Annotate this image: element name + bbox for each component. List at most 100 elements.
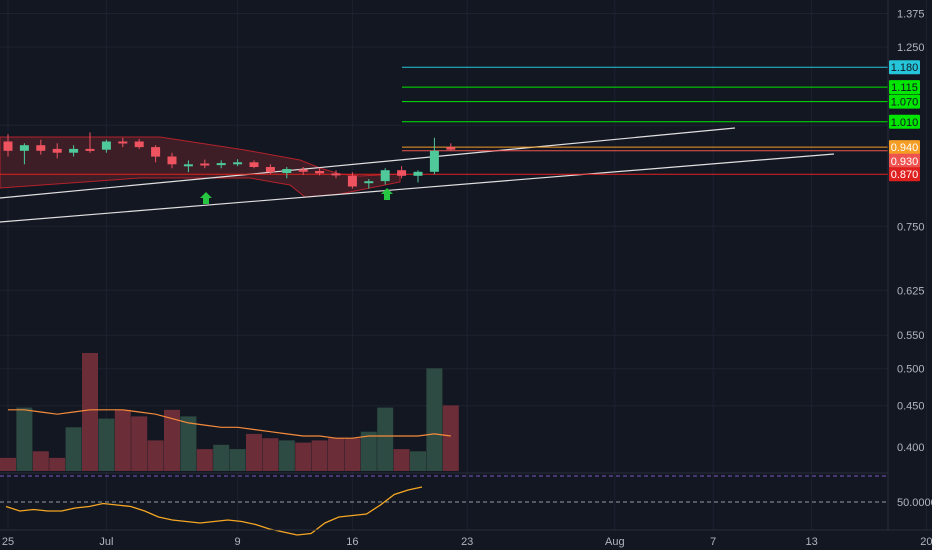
candle-body: [85, 148, 95, 151]
lower-trendline[interactable]: [0, 153, 835, 223]
level-tag: [889, 60, 920, 75]
price-tick-label: 1.250: [897, 42, 925, 54]
volume-bar: [0, 457, 16, 471]
candle-body: [315, 171, 325, 174]
oscillator-line: [5, 486, 423, 536]
volume-bar: [180, 416, 197, 471]
volume-bar: [229, 449, 246, 471]
volume-bar: [32, 451, 49, 471]
candle-body: [151, 147, 161, 157]
time-tick-label: 25: [2, 536, 14, 548]
volume-bar: [246, 433, 262, 471]
candle-body: [69, 148, 79, 153]
volume-bar: [311, 440, 328, 471]
volume-bar: [328, 438, 344, 471]
candle-body: [397, 170, 407, 176]
price-tick-label: 0.400: [897, 442, 925, 454]
volume-bar: [426, 368, 443, 471]
upper-trendline[interactable]: [0, 127, 736, 199]
candle-body: [134, 141, 144, 148]
candle-body: [36, 145, 46, 151]
candle-body: [380, 170, 390, 182]
level-tag-label: 0.940: [891, 142, 919, 154]
price-tick-label: 0.500: [897, 364, 925, 376]
volume-ma-line: [8, 409, 451, 439]
volume-bar: [49, 457, 66, 471]
time-tick-label: 16: [346, 536, 358, 548]
price-tick-label: 0.625: [897, 285, 925, 297]
time-axis[interactable]: 25Jul91623Aug7132027Sep: [0, 529, 932, 548]
candle-body: [413, 171, 423, 176]
candle-body: [249, 162, 259, 167]
candle-body: [167, 156, 177, 165]
time-tick-label: 23: [461, 536, 473, 548]
volume-bar: [131, 416, 148, 471]
volume-bar: [213, 444, 230, 471]
time-tick-label: 20: [920, 536, 932, 548]
level-tag: [889, 94, 920, 109]
candle-body: [183, 164, 193, 167]
buy-signal-arrows: [200, 188, 393, 204]
candle-body: [3, 141, 13, 151]
price-axis[interactable]: 0.400 0.450 0.500 0.550 0.625 0.750 1.250 1.375: [887, 0, 925, 530]
volume-bar: [442, 405, 459, 471]
level-tag-label: 1.115: [891, 82, 918, 94]
level-tag-label: 1.070: [891, 97, 919, 109]
up-arrow: [381, 188, 393, 200]
level-tag: [889, 153, 920, 168]
candle-body: [200, 163, 210, 166]
level-tag: [889, 80, 920, 95]
candle-body: [347, 175, 357, 187]
volume-bar: [410, 451, 426, 471]
level-tag-label: 1.180: [891, 62, 919, 74]
time-tick-label: 13: [805, 536, 817, 548]
volume-bar: [164, 409, 180, 471]
volume-bar: [98, 418, 115, 471]
volume-bar: [147, 440, 164, 471]
level-tag-label: 1.010: [891, 117, 919, 129]
volume-bar: [295, 442, 312, 471]
candle-body: [282, 169, 292, 173]
price-tick-label: 0.550: [897, 330, 925, 342]
volume-bar: [262, 438, 279, 471]
level-tag: [889, 114, 920, 129]
candle-body: [101, 141, 111, 150]
volume-bar: [114, 409, 131, 471]
level-tag-label: 0.870: [891, 169, 919, 181]
candle-body: [265, 167, 275, 173]
candle-body: [216, 163, 226, 166]
time-tick-label: 9: [235, 536, 241, 548]
volume-bar: [278, 440, 295, 471]
up-arrow: [200, 192, 212, 204]
volume-bar: [344, 438, 361, 471]
candle-body: [233, 162, 243, 165]
time-tick-label: 7: [710, 536, 716, 548]
level-tag: [889, 140, 920, 155]
volume-bars: [0, 353, 459, 471]
candle-body: [52, 148, 62, 153]
candle-body: [446, 147, 456, 150]
volume-bar: [196, 449, 213, 471]
level-tag-label: 0.930: [891, 156, 919, 168]
candle-body: [364, 181, 374, 184]
price-tick-label: 0.750: [897, 221, 925, 233]
price-tick-label: 1.375: [897, 9, 925, 21]
candle-body: [429, 150, 439, 172]
grid: [0, 0, 927, 530]
time-tick-label: Aug: [605, 536, 625, 548]
level-tag: [889, 167, 920, 182]
price-tick-label: 0.450: [897, 401, 925, 413]
volume-bar: [65, 427, 82, 471]
trendlines[interactable]: [0, 127, 835, 223]
volume-bar: [360, 431, 377, 471]
candle-body: [331, 173, 341, 176]
candle-body: [298, 169, 308, 172]
candle-body: [19, 145, 29, 151]
volume-bar: [393, 449, 410, 471]
volume-bar: [16, 407, 33, 471]
time-tick-label: Jul: [99, 536, 113, 548]
volume-bar: [377, 407, 394, 471]
